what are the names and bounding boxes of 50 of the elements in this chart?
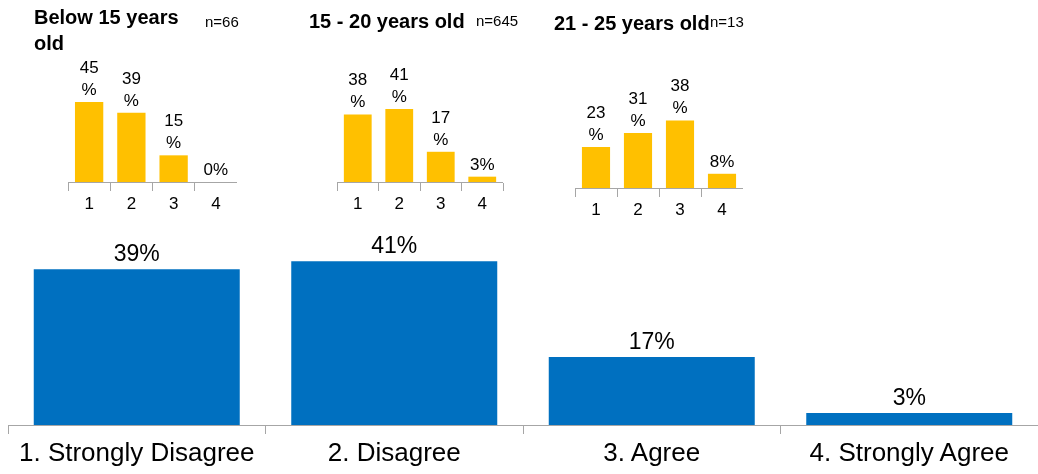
bar	[468, 176, 497, 182]
data-label: 8%	[709, 151, 735, 171]
data-label: 3%	[469, 154, 495, 174]
bar	[343, 114, 372, 182]
data-label: 3%	[892, 384, 926, 411]
data-label: 31%	[628, 88, 648, 130]
x-tick-label: 2	[394, 194, 404, 214]
bar	[548, 357, 755, 425]
bar	[291, 261, 498, 425]
x-tick-label: 2. Disagree	[327, 437, 461, 468]
data-label: 38%	[670, 76, 690, 118]
x-tick-label: 2	[633, 200, 643, 220]
bar	[707, 173, 737, 188]
chart-title: 15 - 20 years old	[309, 10, 465, 32]
x-tick-label: 3	[675, 200, 685, 220]
x-tick-label: 2	[126, 194, 137, 214]
x-tick-label: 1	[591, 200, 601, 220]
x-tick-label: 4	[717, 200, 727, 220]
chart-title: Below 15 years old	[34, 6, 179, 54]
data-label: 17%	[628, 328, 675, 355]
x-tick-label: 4	[211, 194, 221, 214]
text: n=13	[710, 13, 744, 30]
bar	[806, 413, 1013, 425]
data-label: 39%	[113, 240, 160, 267]
bar	[665, 120, 695, 188]
bar	[33, 269, 240, 425]
x-tick-label: 1. Strongly Disagree	[18, 437, 255, 468]
data-label: 41%	[371, 232, 418, 259]
data-label: 45%	[79, 57, 99, 99]
x-tick-label: 1	[353, 194, 363, 214]
data-label: 41%	[389, 65, 409, 107]
chart-title: 21 - 25 years old	[554, 12, 710, 34]
data-label: 0%	[203, 160, 229, 179]
x-tick-label: 3	[168, 194, 179, 214]
data-label: 23%	[586, 103, 606, 145]
bar	[623, 132, 653, 188]
x-tick-label: 1	[84, 194, 94, 214]
bar	[581, 147, 611, 188]
text: n=66	[205, 13, 239, 30]
text: n=645	[476, 12, 519, 29]
data-label: 17%	[431, 107, 451, 149]
data-label: 38%	[348, 70, 368, 112]
x-tick-label: 3	[436, 194, 446, 214]
x-tick-label: 3. Agree	[603, 437, 701, 468]
bar	[426, 151, 455, 182]
x-tick-label: 4. Strongly Agree	[809, 437, 1009, 468]
bar	[385, 109, 414, 182]
data-label: 15%	[164, 111, 184, 153]
data-label: 39%	[121, 68, 141, 110]
x-tick-label: 4	[477, 194, 487, 214]
